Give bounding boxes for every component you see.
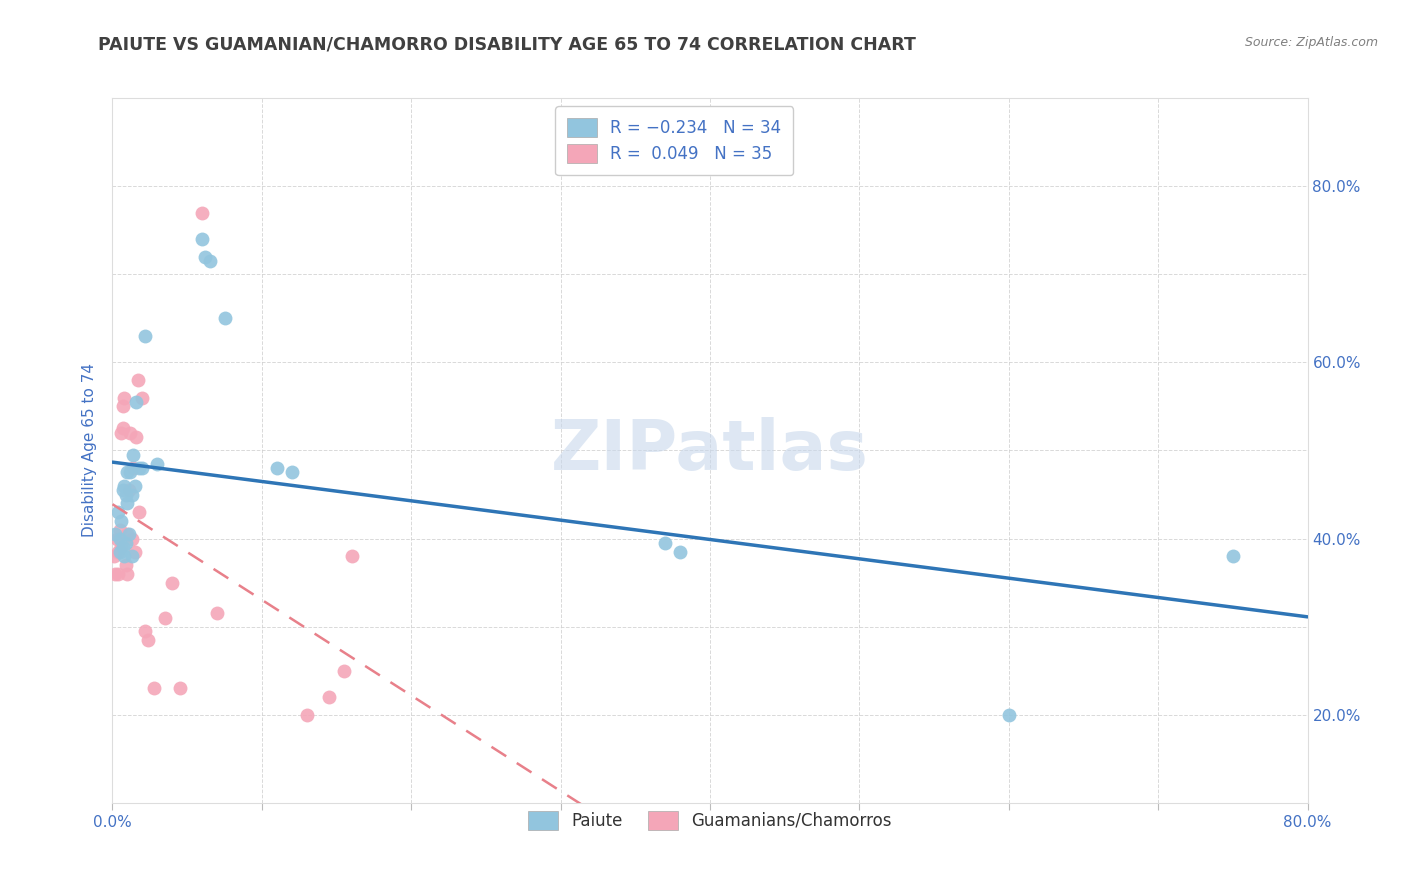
Point bbox=[111, 400, 134, 414]
Point bbox=[108, 523, 131, 537]
Point bbox=[111, 421, 134, 435]
Point bbox=[131, 391, 153, 405]
Point bbox=[669, 545, 692, 559]
Point bbox=[117, 496, 139, 510]
Point bbox=[134, 624, 156, 638]
Point bbox=[214, 311, 236, 326]
Point bbox=[114, 549, 135, 564]
Point bbox=[1222, 549, 1244, 564]
Point bbox=[131, 461, 153, 475]
Point bbox=[162, 575, 183, 590]
Point bbox=[128, 461, 150, 475]
Point bbox=[124, 478, 146, 492]
Point bbox=[146, 457, 169, 471]
Point bbox=[122, 448, 145, 462]
Point bbox=[115, 487, 138, 501]
Text: ZIPatlas: ZIPatlas bbox=[551, 417, 869, 484]
Point bbox=[121, 532, 143, 546]
Point bbox=[134, 329, 156, 343]
Point bbox=[108, 532, 131, 546]
Point bbox=[295, 707, 318, 722]
Point bbox=[118, 483, 141, 497]
Point bbox=[108, 545, 131, 559]
Point bbox=[115, 536, 138, 550]
Point bbox=[104, 566, 127, 581]
Point bbox=[125, 395, 148, 409]
Point bbox=[125, 430, 148, 444]
Point bbox=[107, 505, 129, 519]
Point bbox=[117, 527, 139, 541]
Point bbox=[105, 532, 128, 546]
Point bbox=[111, 541, 134, 555]
Point bbox=[153, 611, 176, 625]
Point bbox=[318, 690, 340, 705]
Point bbox=[120, 425, 142, 440]
Point bbox=[281, 466, 304, 480]
Point bbox=[104, 527, 127, 541]
Point bbox=[333, 664, 356, 678]
Point bbox=[111, 483, 134, 497]
Point bbox=[107, 545, 129, 559]
Point bbox=[120, 466, 142, 480]
Text: PAIUTE VS GUAMANIAN/CHAMORRO DISABILITY AGE 65 TO 74 CORRELATION CHART: PAIUTE VS GUAMANIAN/CHAMORRO DISABILITY … bbox=[98, 36, 917, 54]
Point bbox=[107, 566, 129, 581]
Point bbox=[194, 250, 217, 264]
Point bbox=[127, 373, 149, 387]
Text: Source: ZipAtlas.com: Source: ZipAtlas.com bbox=[1244, 36, 1378, 49]
Point bbox=[169, 681, 191, 696]
Legend: Paiute, Guamanians/Chamorros: Paiute, Guamanians/Chamorros bbox=[522, 805, 898, 837]
Point bbox=[103, 549, 125, 564]
Point bbox=[115, 558, 138, 572]
Point bbox=[117, 466, 139, 480]
Point bbox=[114, 478, 135, 492]
Point bbox=[205, 607, 228, 621]
Point bbox=[110, 541, 132, 555]
Point bbox=[124, 545, 146, 559]
Point bbox=[118, 527, 141, 541]
Point bbox=[191, 232, 214, 246]
Point bbox=[340, 549, 363, 564]
Point bbox=[117, 566, 139, 581]
Point bbox=[143, 681, 166, 696]
Point bbox=[121, 487, 143, 501]
Y-axis label: Disability Age 65 to 74: Disability Age 65 to 74 bbox=[82, 363, 97, 538]
Point bbox=[121, 549, 143, 564]
Point bbox=[266, 461, 288, 475]
Point bbox=[654, 536, 676, 550]
Point bbox=[191, 205, 214, 219]
Point bbox=[998, 707, 1021, 722]
Point bbox=[114, 391, 135, 405]
Point bbox=[110, 514, 132, 528]
Point bbox=[110, 425, 132, 440]
Point bbox=[122, 461, 145, 475]
Point bbox=[128, 505, 150, 519]
Point bbox=[198, 254, 221, 268]
Point bbox=[138, 632, 160, 647]
